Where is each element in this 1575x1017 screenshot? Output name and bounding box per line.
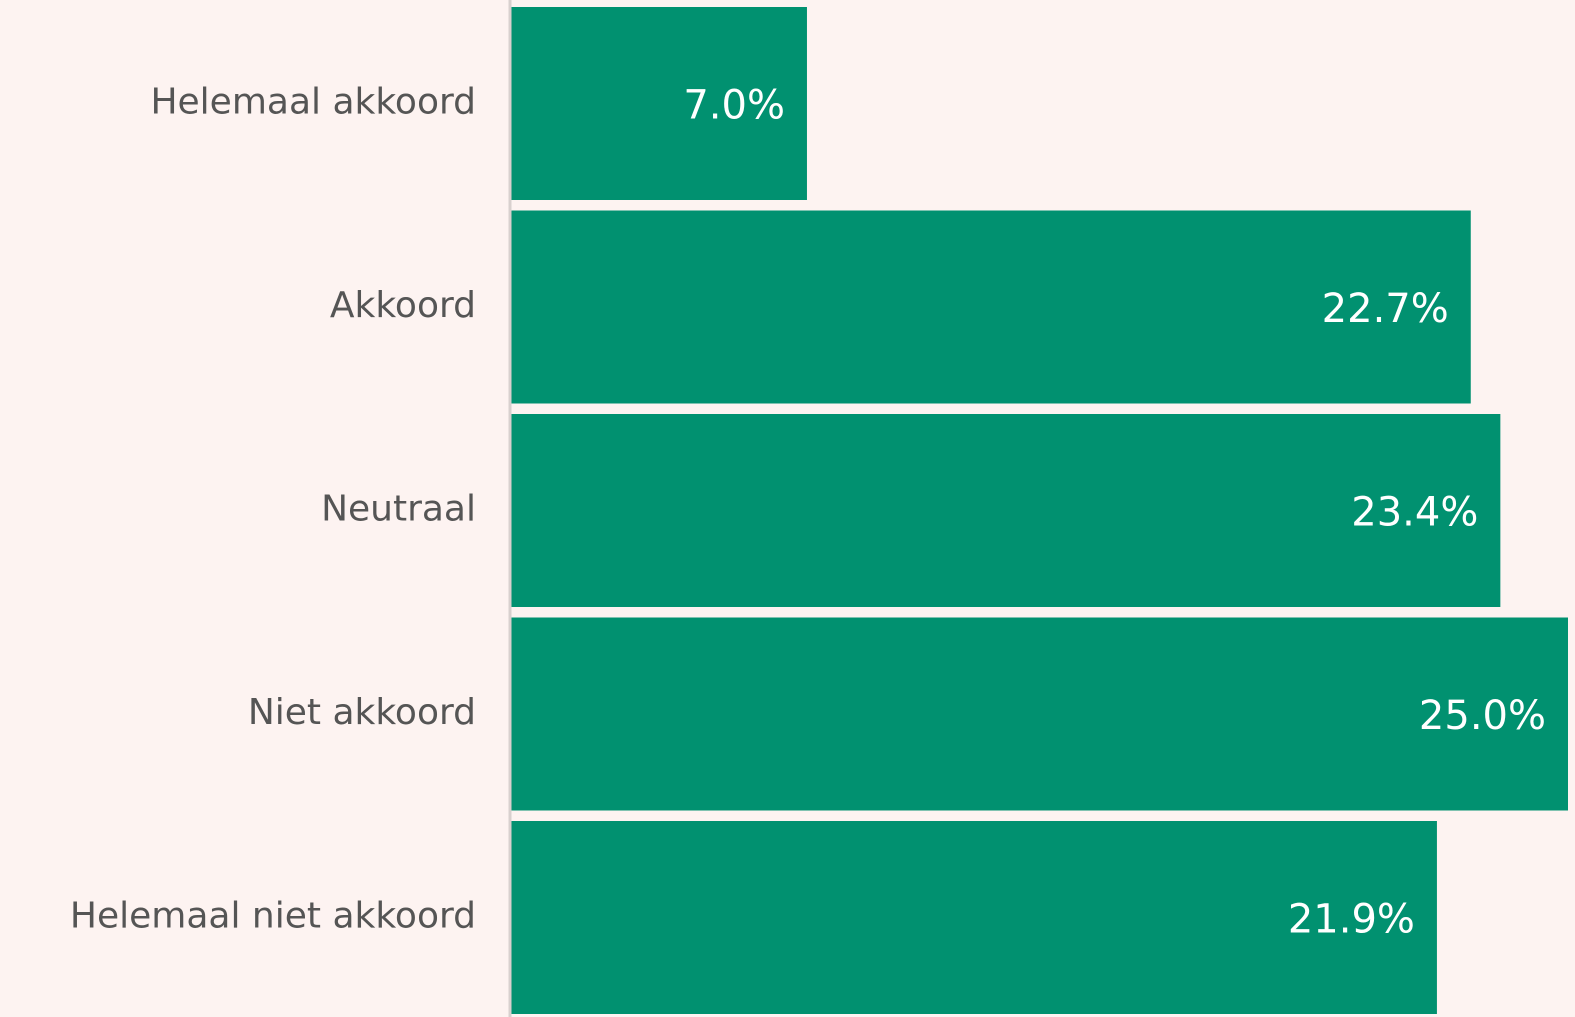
y-tick-label: Helemaal niet akkoord xyxy=(70,896,476,937)
bar xyxy=(511,617,1568,811)
value-label: 21.9% xyxy=(1288,897,1415,943)
value-label: 7.0% xyxy=(683,83,785,129)
bar xyxy=(511,414,1501,607)
y-tick-label: Niet akkoord xyxy=(248,692,476,733)
y-tick-label: Helemaal akkoord xyxy=(150,82,476,123)
value-label: 25.0% xyxy=(1419,693,1546,739)
value-label: 23.4% xyxy=(1351,490,1478,536)
y-tick-label: Akkoord xyxy=(330,285,476,326)
bar xyxy=(511,7,807,200)
bar xyxy=(511,821,1437,1014)
bar xyxy=(511,210,1471,404)
y-tick-label: Neutraal xyxy=(321,489,476,530)
value-label: 22.7% xyxy=(1322,286,1449,332)
